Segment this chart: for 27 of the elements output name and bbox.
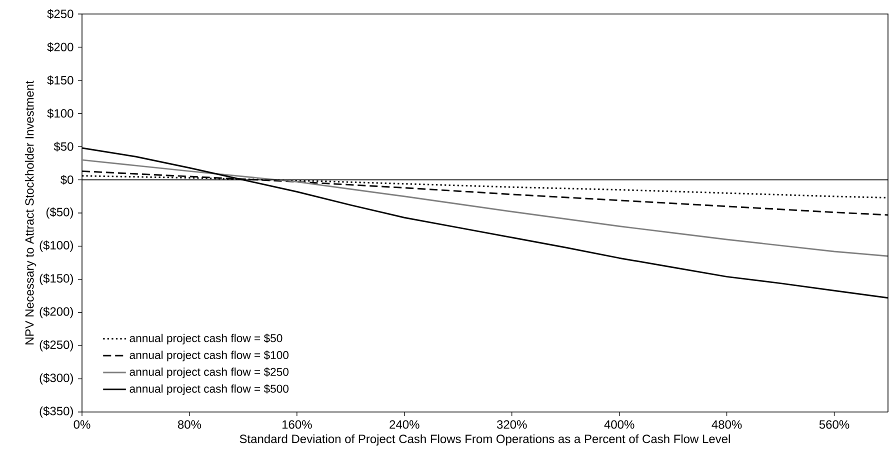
x-tick-label: 480% <box>712 420 742 429</box>
x-tick-label: 240% <box>390 420 420 429</box>
y-tick-label: $250 <box>47 9 74 19</box>
legend-label: annual project cash flow = $50 <box>130 334 282 344</box>
y-tick-label: ($300) <box>40 373 73 385</box>
y-tick-label: ($150) <box>40 274 73 286</box>
y-tick-label: ($100) <box>40 240 73 252</box>
x-tick-label: 400% <box>604 420 634 429</box>
y-tick-label: ($250) <box>40 340 73 352</box>
y-tick-label: ($200) <box>40 306 73 318</box>
y-tick-label: $50 <box>54 142 74 152</box>
x-tick-label: 0% <box>74 420 90 429</box>
y-tick-label: $200 <box>47 42 74 52</box>
x-tick-label: 80% <box>178 420 202 429</box>
y-tick-label: ($50) <box>46 207 73 219</box>
y-axis-title: NPV Necessary to Attract Stockholder Investment <box>24 80 36 344</box>
y-tick-label: $0 <box>60 174 74 185</box>
y-tick-label: ($350) <box>40 406 73 418</box>
x-tick-label: 560% <box>819 420 850 429</box>
y-tick-label: $100 <box>47 108 74 118</box>
legend-label: annual project cash flow = $250 <box>130 367 289 378</box>
legend-label: annual project cash flow = $100 <box>130 350 289 362</box>
y-tick-label: $150 <box>47 75 74 86</box>
x-tick-label: 160% <box>282 420 312 429</box>
x-axis-title: Standard Deviation of Project Cash Flows From Operations as a Percent of Cash Flow Level <box>240 434 730 446</box>
legend-label: annual project cash flow = $500 <box>130 384 289 395</box>
x-tick-label: 320% <box>496 420 527 429</box>
